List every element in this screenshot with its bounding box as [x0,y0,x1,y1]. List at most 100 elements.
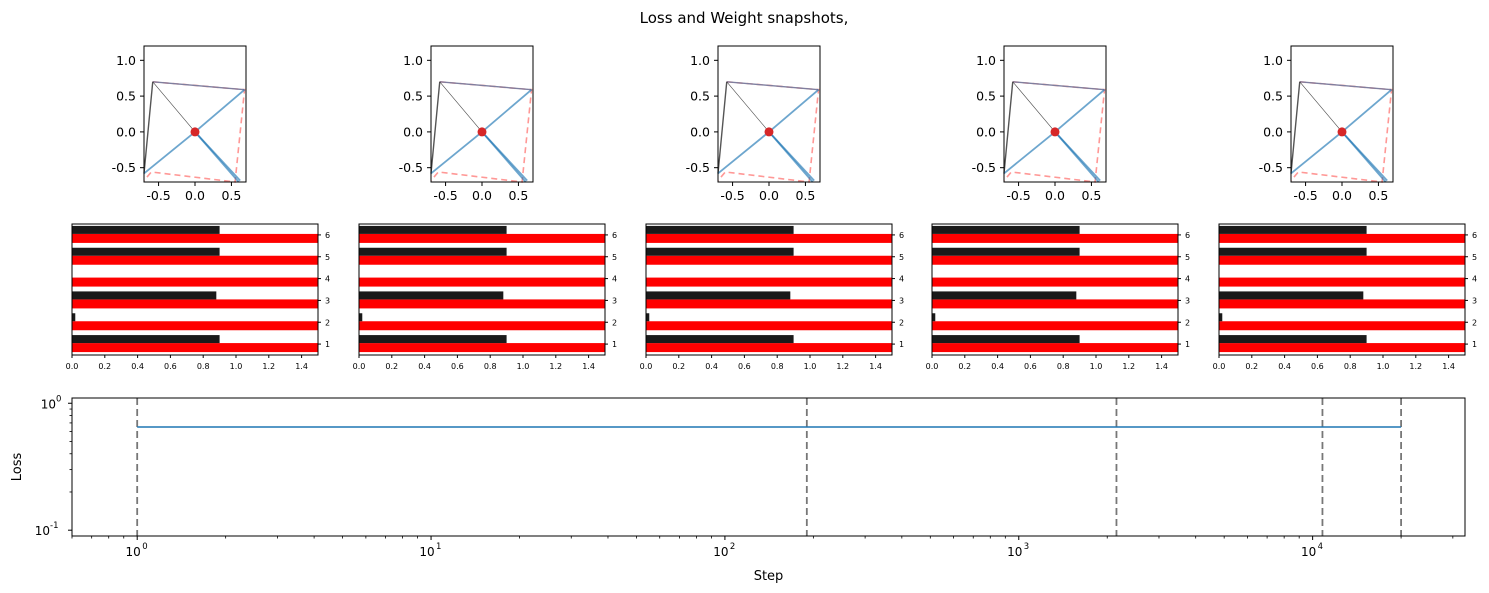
y-tick-label: -0.5 [686,160,710,175]
center-point [1050,127,1060,137]
x-tick-label: 0.0 [1332,188,1352,203]
black-bar [359,291,504,300]
red-bar [72,277,318,287]
y-tick-label: 6 [612,231,617,240]
y-tick-label: 0.5 [403,89,423,104]
black-bar [359,247,507,256]
x-tick-label: 1.4 [869,362,882,371]
x-tick-label: 0.6 [451,362,464,371]
y-tick-label: 1 [612,340,617,349]
weight-vector [1012,81,1056,133]
center-point [1337,127,1347,137]
red-bar [1219,321,1465,331]
y-tick-label: 6 [899,231,904,240]
x-tick-label: 0.6 [164,362,177,371]
bar-panel-3: 1 2 3 4 5 6 0.0 0.2 0.4 0.6 0.8 1.0 1.2 1.4 [640,223,904,371]
x-tick-label: 0.6 [1311,362,1324,371]
red-bar [646,255,892,265]
y-tick-label: 3 [325,296,330,305]
center-point [764,127,774,137]
y-tick-label: 6 [1472,231,1477,240]
x-tick-label: 0.0 [66,362,79,371]
weight-vector [1341,88,1393,133]
black-bar [932,225,1080,234]
red-bar [932,299,1178,309]
x-tick-label: 1.4 [295,362,308,371]
center-point [477,127,487,137]
y-tick-label: 0.5 [690,89,710,104]
x-tick-label: 0.8 [484,362,497,371]
x-tick-label: 0.4 [1278,362,1291,371]
y-tick-label: 10 [41,397,56,411]
y-tick-label: 1 [1472,340,1477,349]
x-tick-label: 0.4 [991,362,1004,371]
y-tick-label: 3 [1185,296,1190,305]
x-tick-label: 0.0 [926,362,939,371]
red-bar [1219,233,1465,243]
outline-edge [726,81,819,91]
black-bar [72,225,220,234]
weight-vector [768,131,815,182]
black-bar [1219,313,1223,322]
red-bar [646,343,892,353]
red-bar [646,299,892,309]
black-bar [646,225,794,234]
x-tick-label: 1.0 [1090,362,1103,371]
y-tick-label: -0.5 [972,160,996,175]
x-tick-label: 1.2 [262,362,275,371]
outline-edge [439,81,532,91]
red-bar [359,255,605,265]
outline-edge [1299,81,1392,91]
y-tick-label: 1.0 [690,53,710,68]
black-bar [932,335,1080,344]
weight-vector [1290,131,1343,175]
x-tick-label: 0.5 [221,188,241,203]
black-bar [72,313,76,322]
y-tick-label: 10 [35,524,50,538]
x-tick-label: 0.5 [508,188,528,203]
black-bar [359,313,363,322]
red-bar [359,299,605,309]
outline-edge [1003,81,1014,174]
red-bar [359,321,605,331]
y-tick-label: 4 [1472,275,1477,284]
black-bar [1219,335,1367,344]
y-tick-label: 0.0 [976,124,996,139]
weight-vector [726,81,770,133]
weight-vector [1054,88,1106,133]
weight-panel-2: -0.5 0.0 0.5 -0.5 0.0 0.5 1.0 [399,45,534,203]
x-tick-label: 0.8 [1344,362,1357,371]
y-tick-exponent: 0 [56,394,61,404]
bar-panel-2: 1 2 3 4 5 6 0.0 0.2 0.4 0.6 0.8 1.0 1.2 1.4 [353,223,617,371]
x-tick-label: 1.2 [1122,362,1135,371]
x-tick-label: 0.0 [1045,188,1065,203]
x-tick-label: -0.5 [146,188,170,203]
y-tick-label: -0.5 [399,160,423,175]
red-bar [359,233,605,243]
weight-vector [481,88,533,133]
black-bar [1219,247,1367,256]
y-tick-label: 1.0 [1263,53,1283,68]
y-tick-label: -0.5 [1259,160,1283,175]
red-bar [72,299,318,309]
x-tick-label: 0.8 [197,362,210,371]
red-bar [646,321,892,331]
black-bar [646,247,794,256]
black-bar [932,291,1077,300]
black-bar [72,335,220,344]
center-point [190,127,200,137]
x-tick-label: 0.5 [1081,188,1101,203]
x-tick-label: -0.5 [1006,188,1030,203]
x-tick-label: 0.2 [1245,362,1258,371]
black-bar [646,335,794,344]
axes-frame [645,223,893,356]
x-tick-label: 1.0 [230,362,243,371]
red-bar [1219,343,1465,353]
x-axis-label: Step [754,569,784,584]
x-tick-label: 0.0 [640,362,653,371]
bar-panel-4: 1 2 3 4 5 6 0.0 0.2 0.4 0.6 0.8 1.0 1.2 1.4 [926,223,1190,371]
x-tick-label: -0.5 [1293,188,1317,203]
x-tick-label: 1.0 [517,362,530,371]
